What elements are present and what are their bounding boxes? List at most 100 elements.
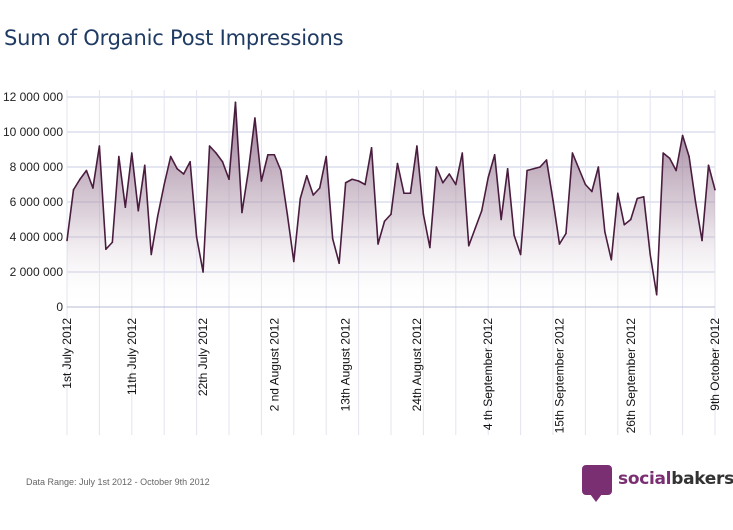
data-point (370, 146, 373, 149)
data-point (532, 167, 535, 170)
data-point (312, 194, 315, 196)
data-point (182, 173, 185, 175)
chart-title: Sum of Organic Post Impressions (4, 26, 344, 50)
data-point (202, 271, 204, 273)
data-point (597, 166, 600, 168)
y-tick-label: 8 000 000 (10, 160, 64, 174)
x-tick-label: 13th August 2012 (339, 318, 353, 412)
y-tick-label: 0 (56, 300, 63, 314)
data-point (383, 220, 386, 223)
x-tick-label: 26th September 2012 (624, 318, 638, 434)
y-tick-label: 6 000 000 (10, 195, 64, 209)
data-point (105, 248, 107, 251)
data-point (604, 230, 606, 233)
data-point (338, 262, 340, 265)
data-point (688, 155, 690, 158)
data-point (260, 180, 263, 182)
data-point (655, 293, 658, 296)
x-axis-labels: 1st July 2012 11th July 2012 22th July 201… (60, 318, 722, 434)
data-point (442, 181, 444, 184)
data-point (565, 232, 567, 235)
data-point (500, 218, 502, 221)
data-point (623, 223, 626, 226)
data-point (150, 253, 153, 256)
data-point (344, 181, 347, 184)
data-point (584, 183, 587, 186)
y-axis-labels: 0 2 000 000 4 000 000 6 000 000 8 000 000 10 … (3, 90, 63, 314)
data-point (668, 157, 671, 160)
data-point (305, 174, 308, 177)
data-point (143, 164, 146, 167)
data-point (131, 152, 133, 154)
data-point (318, 187, 321, 189)
data-point (662, 152, 664, 154)
data-point (189, 160, 191, 163)
y-tick-label: 12 000 000 (3, 90, 63, 104)
data-point (629, 218, 632, 221)
data-point (98, 145, 101, 147)
data-point (591, 190, 593, 193)
socialbakers-logo: socialbakers (582, 465, 733, 503)
data-point (675, 169, 677, 172)
x-tick-label: 9th October 2012 (708, 318, 722, 411)
data-point (124, 206, 127, 209)
data-point (331, 237, 334, 240)
data-point (642, 195, 645, 198)
data-point (493, 153, 496, 156)
x-tick-label: 15th September 2012 (552, 318, 566, 434)
x-tick-label: 22th July 2012 (196, 318, 210, 396)
data-point (694, 201, 697, 203)
data-point (325, 155, 328, 158)
x-tick-label: 24th August 2012 (410, 318, 424, 412)
data-point (552, 199, 554, 202)
data-point (163, 183, 165, 186)
data-point (422, 213, 425, 216)
data-point (480, 209, 483, 212)
data-point (610, 258, 613, 261)
data-point (267, 153, 269, 156)
data-point (409, 192, 412, 195)
x-tick-label: 4 th September 2012 (481, 318, 495, 430)
x-tick-label: 11th July 2012 (125, 318, 139, 395)
data-point (513, 234, 515, 237)
data-point (578, 167, 580, 170)
data-point (176, 167, 178, 170)
data-point (215, 152, 217, 154)
data-point (390, 213, 392, 216)
data-point (280, 169, 282, 172)
data-point (351, 178, 353, 181)
data-point (701, 239, 703, 242)
x-tick-label: 1st July 2012 (60, 318, 74, 389)
data-point (617, 192, 619, 195)
data-point (435, 166, 438, 168)
data-point (455, 183, 457, 186)
data-point (467, 244, 470, 247)
data-point (247, 169, 250, 172)
data-point (72, 188, 75, 191)
data-point (545, 159, 548, 161)
data-point (461, 152, 464, 154)
data-point (506, 167, 509, 170)
brand-wordmark: socialbakers (618, 469, 733, 489)
data-point (118, 155, 120, 158)
data-point (448, 173, 451, 175)
data-point (273, 153, 276, 156)
y-tick-label: 2 000 000 (10, 265, 64, 279)
data-point (169, 155, 172, 158)
data-point (377, 243, 379, 245)
data-point (79, 178, 81, 181)
data-point (396, 162, 399, 165)
data-point (681, 134, 684, 137)
data-point (299, 197, 302, 200)
data-point (254, 117, 256, 119)
data-point (416, 145, 418, 147)
data-point (649, 253, 651, 256)
data-point (156, 215, 159, 217)
data-point (429, 246, 431, 249)
data-point (714, 188, 716, 191)
data-point (241, 211, 243, 214)
y-tick-label: 10 000 000 (3, 125, 63, 139)
data-point (636, 197, 639, 200)
data-point (558, 243, 561, 245)
